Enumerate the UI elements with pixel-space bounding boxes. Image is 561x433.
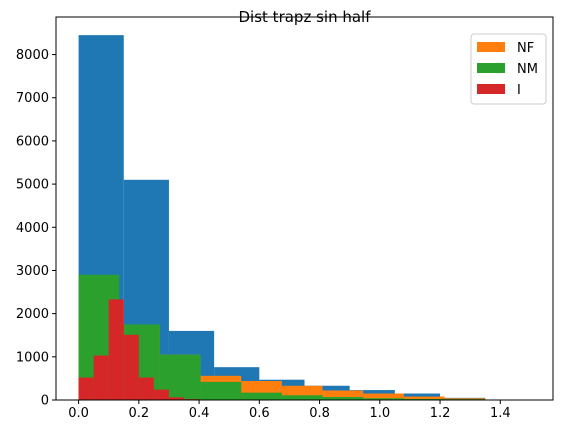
- x-tick-label: 1.2: [430, 406, 451, 421]
- bar-nf-7: [363, 393, 404, 400]
- y-tick-label: 1000: [16, 350, 49, 365]
- y-axis-ticks: 0 1000 2000 3000 4000 5000 6000 7000 8000: [16, 48, 56, 409]
- bar-nm-8: [403, 398, 445, 400]
- x-tick-label: 1.4: [490, 406, 511, 421]
- x-tick-label: 0.4: [189, 406, 210, 421]
- y-tick-label: 6000: [16, 134, 49, 149]
- bar-i-0: [78, 377, 94, 400]
- axes-frame: [55, 16, 554, 401]
- bar-i-2: [108, 299, 124, 400]
- bar-nf-6: [322, 390, 364, 400]
- legend-swatch-i: [477, 84, 505, 94]
- y-tick-label: 5000: [16, 178, 49, 193]
- legend-swatch-nf: [477, 42, 505, 52]
- bar-i-4: [138, 377, 154, 400]
- legend-label-nf: NF: [517, 41, 534, 56]
- bar-i-3: [123, 334, 139, 400]
- bar-nf-8: [403, 396, 445, 400]
- x-tick-label: 0.2: [128, 406, 149, 421]
- axes: [55, 16, 554, 401]
- y-tick-label: 4000: [16, 221, 49, 236]
- bar-nm-4: [241, 392, 282, 400]
- bar-i-6: [168, 397, 185, 400]
- bar-nm-5: [281, 395, 323, 400]
- bar-i-1: [93, 355, 109, 400]
- chart-title: Dist trapz sin half: [239, 8, 372, 26]
- plot-area: [78, 35, 531, 400]
- legend-label-nm: NM: [517, 62, 538, 77]
- y-tick-label: 7000: [16, 91, 49, 106]
- y-tick-label: 8000: [16, 48, 49, 63]
- x-tick-label: 1.0: [369, 406, 390, 421]
- x-tick-label: 0.8: [309, 406, 330, 421]
- legend: NF NM I: [470, 33, 547, 105]
- bar-nf-9: [444, 398, 486, 400]
- y-tick-label: 2000: [16, 307, 49, 322]
- y-tick-label: 0: [41, 394, 49, 409]
- bar-nm-6: [322, 396, 364, 400]
- x-tick-label: 0.6: [249, 406, 270, 421]
- legend-label-i: I: [517, 83, 521, 98]
- x-axis-ticks: 0.0 0.2 0.4 0.6 0.8 1.0 1.2 1.4: [68, 400, 511, 421]
- bar-i-5: [153, 389, 169, 400]
- bar-nm-3: [200, 381, 242, 400]
- legend-swatch-nm: [477, 63, 505, 73]
- y-tick-label: 3000: [16, 264, 49, 279]
- series-i: [78, 299, 215, 400]
- bar-nm-7: [363, 398, 404, 400]
- x-tick-label: 0.0: [68, 406, 89, 421]
